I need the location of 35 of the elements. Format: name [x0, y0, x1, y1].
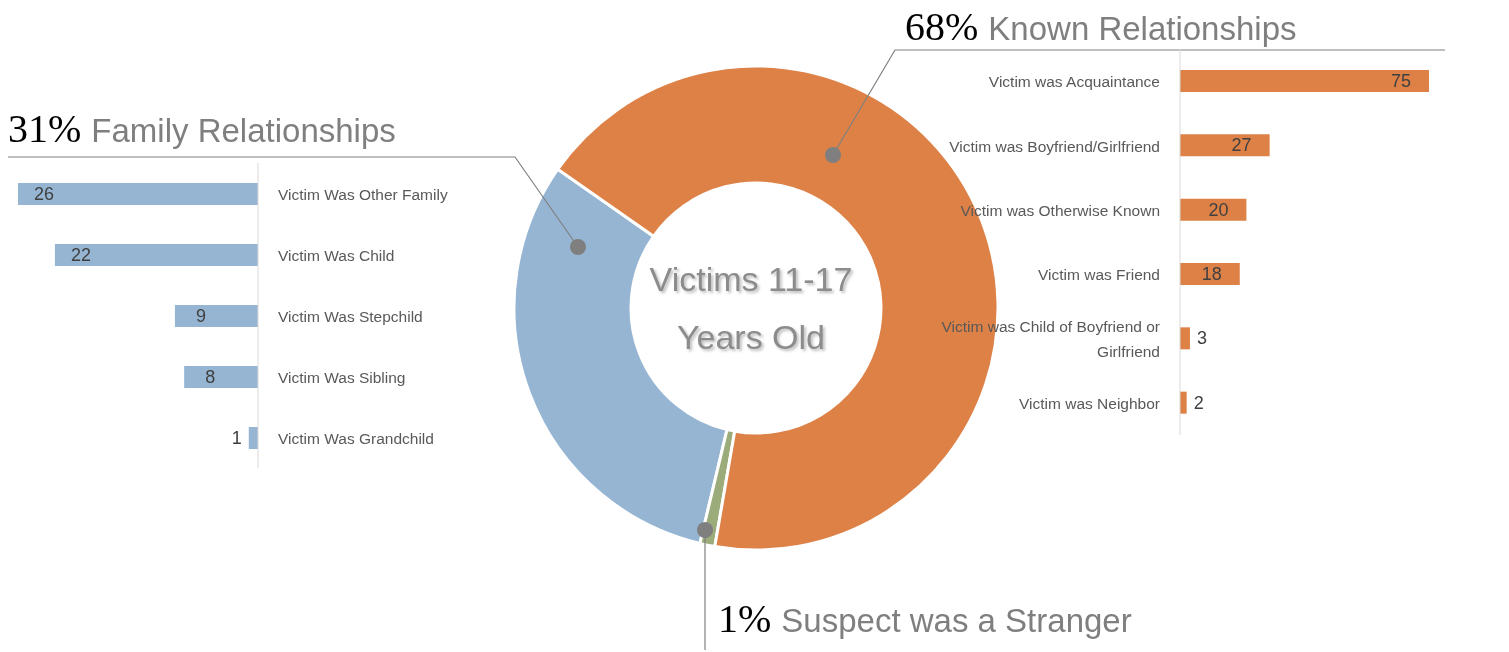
bar: [1180, 70, 1429, 92]
data-label: 2: [1193, 392, 1204, 413]
bar: [174, 305, 258, 327]
y-tick-label: Victim was Boyfriend/Girlfriend: [949, 137, 1160, 154]
data-label: 26: [33, 184, 55, 204]
y-tick-label: Victim Was Stepchild: [278, 307, 423, 324]
data-label: 9: [195, 306, 206, 326]
bar: [184, 366, 258, 388]
data-label: 31%: [8, 106, 83, 151]
data-label: 75: [1390, 71, 1412, 91]
y-tick-label: Victim Was Other Family: [278, 185, 448, 202]
data-label: 3: [1196, 328, 1207, 349]
data-label: 1%: [718, 596, 773, 641]
text: Victims 11-17 Years Old: [648, 259, 854, 358]
y-tick-label: Victim was Neighbor: [1019, 394, 1160, 412]
slice-label: Known Relationships: [988, 10, 1297, 47]
data-label: 27: [1231, 135, 1252, 156]
y-tick-label: Victim was Acquaintance: [988, 72, 1160, 90]
slice-label: Family Relationships: [91, 112, 396, 149]
y-tick-label: Victim Was Sibling: [278, 368, 406, 385]
slice-label: Suspect was a Stranger: [781, 602, 1132, 639]
data-label: 18: [1201, 264, 1222, 284]
y-tick-label: Victim Was Child: [278, 246, 395, 263]
bar: [1180, 327, 1190, 350]
data-label: 68%: [905, 4, 980, 49]
y-tick-label: Victim Was Grandchild: [278, 429, 434, 446]
data-label: 22: [70, 245, 91, 265]
data-label: 20: [1208, 199, 1229, 220]
data-label: 8: [205, 367, 216, 387]
y-tick-label: Victim was Friend: [1037, 265, 1160, 283]
bar: [18, 183, 258, 205]
bar: [1180, 134, 1270, 157]
bar: [1180, 391, 1187, 414]
bar: [54, 244, 258, 266]
data-label: 1: [231, 428, 242, 448]
